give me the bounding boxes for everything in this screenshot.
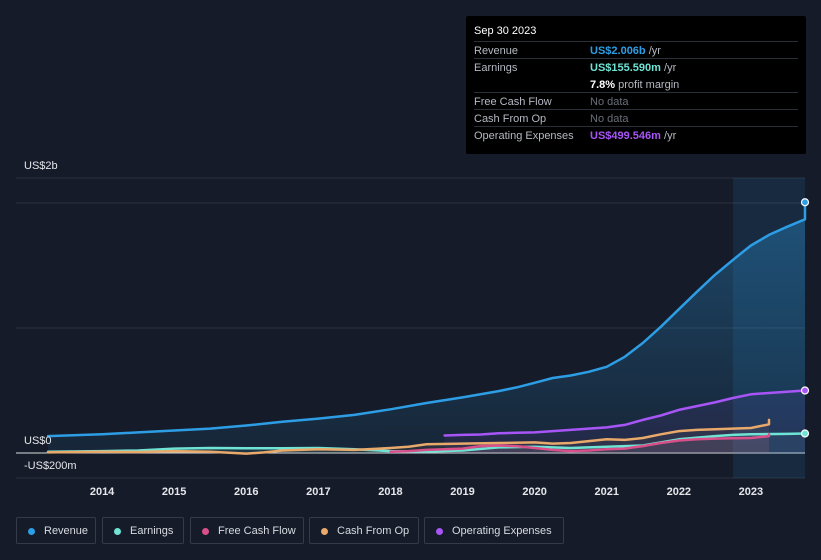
tooltip-label: Free Cash Flow xyxy=(474,96,552,108)
revenue-line xyxy=(46,201,807,438)
legend-label: Operating Expenses xyxy=(452,525,552,537)
series-lines xyxy=(46,201,807,455)
x-tick-label: 2016 xyxy=(234,486,258,498)
legend-dot xyxy=(321,528,328,535)
legend-dot xyxy=(436,528,443,535)
tooltip-date: Sep 30 2023 xyxy=(474,25,537,37)
tooltip-value: US$2.006b xyxy=(590,45,646,57)
x-axis-ticks: 2014 2015 2016 2017 2018 2019 2020 2021 2022 2023 xyxy=(90,486,763,498)
legend-item-free-cash-flow[interactable]: Free Cash Flow xyxy=(190,517,304,544)
tooltip-value: No data xyxy=(590,96,629,108)
legend-item-revenue[interactable]: Revenue xyxy=(16,517,96,544)
tooltip-margin-label: profit margin xyxy=(618,79,680,91)
x-tick-label: 2023 xyxy=(739,486,763,498)
x-tick-label: 2021 xyxy=(594,486,618,498)
tooltip-row-fcf: Free Cash Flow No data xyxy=(474,92,798,110)
legend-label: Free Cash Flow xyxy=(218,525,296,537)
tooltip-unit: /yr xyxy=(648,45,661,57)
operating-expenses-line xyxy=(443,389,807,437)
tooltip-unit: /yr xyxy=(664,62,677,74)
tooltip-label: Revenue xyxy=(474,45,519,57)
tooltip-value: No data xyxy=(590,113,629,125)
tooltip-label: Earnings xyxy=(474,62,518,74)
tooltip-row-cfo: Cash From Op No data xyxy=(474,109,798,127)
tooltip-margin-value: 7.8% xyxy=(590,79,616,91)
earnings-end-dot xyxy=(800,429,810,438)
tooltip-unit: /yr xyxy=(664,130,677,142)
x-tick-label: 2014 xyxy=(90,486,115,498)
tooltip: Sep 30 2023 Revenue US$2.006b /yr Earnin… xyxy=(466,16,806,154)
cash-from-op-area xyxy=(48,419,769,454)
x-tick-label: 2019 xyxy=(450,486,474,498)
tooltip-row-revenue: Revenue US$2.006b /yr xyxy=(474,41,798,59)
y-label-top: US$2b xyxy=(24,160,58,172)
operating-expenses-end-dot xyxy=(800,386,810,395)
x-tick-label: 2015 xyxy=(162,486,186,498)
x-tick-label: 2017 xyxy=(306,486,330,498)
legend-item-cash-from-op[interactable]: Cash From Op xyxy=(309,517,419,544)
tooltip-label: Operating Expenses xyxy=(474,130,574,142)
y-label-zero: US$0 xyxy=(24,435,52,447)
revenue-end-dot xyxy=(800,198,810,207)
x-tick-label: 2020 xyxy=(522,486,546,498)
tooltip-value: US$155.590m xyxy=(590,62,661,74)
tooltip-row-earnings: Earnings US$155.590m /yr 7.8% profit mar… xyxy=(474,58,798,93)
legend-dot xyxy=(28,528,35,535)
earnings-line xyxy=(46,432,807,454)
legend-dot xyxy=(202,528,209,535)
revenue-area xyxy=(48,202,805,453)
y-label-bottom: -US$200m xyxy=(24,460,77,472)
tooltip-label: Cash From Op xyxy=(474,113,547,125)
legend-item-earnings[interactable]: Earnings xyxy=(102,517,184,544)
tooltip-row-opex: Operating Expenses US$499.546m /yr xyxy=(474,126,798,144)
cash-from-op-line xyxy=(46,418,771,455)
legend-item-operating-expenses[interactable]: Operating Expenses xyxy=(424,517,564,544)
x-tick-label: 2018 xyxy=(378,486,402,498)
x-tick-label: 2022 xyxy=(667,486,691,498)
legend-label: Earnings xyxy=(130,525,174,537)
legend-label: Revenue xyxy=(44,525,89,537)
legend-label: Cash From Op xyxy=(337,525,410,537)
legend-dot xyxy=(114,528,121,535)
free-cash-flow-line xyxy=(389,433,771,454)
series-end-dots xyxy=(800,198,810,438)
tooltip-value: US$499.546m xyxy=(590,130,661,142)
